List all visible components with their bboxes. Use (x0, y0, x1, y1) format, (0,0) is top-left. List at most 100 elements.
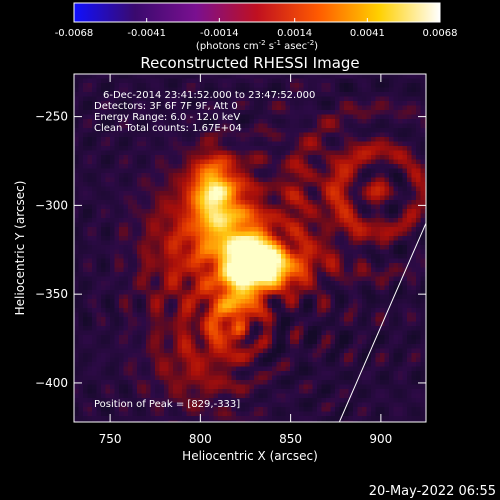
heatmap-cell (227, 249, 233, 255)
heatmap-cell (186, 416, 192, 422)
heatmap-cell (132, 411, 138, 417)
heatmap-cell (114, 159, 120, 165)
heatmap-cell (128, 308, 134, 314)
heatmap-cell (249, 173, 255, 179)
heatmap-cell (150, 123, 156, 129)
heatmap-cell (339, 290, 345, 296)
heatmap-cell (209, 258, 215, 264)
heatmap-cell (141, 227, 147, 233)
heatmap-cell (177, 213, 183, 219)
heatmap-cell (303, 123, 309, 129)
heatmap-cell (330, 317, 336, 323)
heatmap-cell (186, 182, 192, 188)
heatmap-cell (299, 110, 305, 116)
heatmap-cell (263, 290, 269, 296)
heatmap-cell (155, 420, 161, 422)
heatmap-cell (285, 285, 291, 291)
heatmap-cell (335, 204, 341, 210)
heatmap-cell (294, 335, 300, 341)
heatmap-cell (96, 177, 102, 183)
heatmap-cell (308, 195, 314, 201)
heatmap-cell (276, 398, 282, 404)
heatmap-cell (335, 119, 341, 125)
heatmap-cell (101, 240, 107, 246)
heatmap-cell (317, 164, 323, 170)
heatmap-cell (312, 258, 318, 264)
heatmap-cell (110, 272, 116, 278)
heatmap-cell (110, 339, 116, 345)
heatmap-cell (231, 308, 237, 314)
heatmap-cell (245, 83, 251, 89)
heatmap-cell (335, 128, 341, 134)
heatmap-cell (195, 389, 201, 395)
heatmap-cell (218, 128, 224, 134)
heatmap-cell (110, 209, 116, 215)
heatmap-cell (110, 87, 116, 93)
heatmap-cell (204, 227, 210, 233)
heatmap-cell (168, 326, 174, 332)
heatmap-cell (132, 150, 138, 156)
heatmap-cell (326, 285, 332, 291)
heatmap-cell (78, 74, 84, 80)
heatmap-cell (146, 276, 152, 282)
heatmap-cell (137, 191, 143, 197)
heatmap-cell (276, 92, 282, 98)
heatmap-cell (87, 281, 93, 287)
heatmap-cell (132, 222, 138, 228)
heatmap-cell (249, 362, 255, 368)
heatmap-cell (191, 393, 197, 399)
heatmap-cell (191, 204, 197, 210)
heatmap-cell (105, 83, 111, 89)
heatmap-cell (209, 128, 215, 134)
heatmap-cell (204, 182, 210, 188)
heatmap-cell (110, 312, 116, 318)
heatmap-cell (186, 245, 192, 251)
heatmap-cell (303, 317, 309, 323)
heatmap-cell (330, 294, 336, 300)
heatmap-cell (294, 276, 300, 282)
heatmap-cell (263, 227, 269, 233)
heatmap-cell (141, 420, 147, 422)
heatmap-cell (272, 159, 278, 165)
heatmap-cell (263, 276, 269, 282)
heatmap-cell (204, 285, 210, 291)
heatmap-cell (231, 177, 237, 183)
heatmap-cell (272, 321, 278, 327)
heatmap-cell (254, 272, 260, 278)
heatmap-cell (173, 294, 179, 300)
heatmap-cell (110, 164, 116, 170)
heatmap-cell (335, 213, 341, 219)
heatmap-cell (204, 398, 210, 404)
heatmap-cell (254, 303, 260, 309)
heatmap-cell (218, 195, 224, 201)
heatmap-cell (285, 74, 291, 80)
heatmap-cell (213, 128, 219, 134)
heatmap-cell (317, 218, 323, 224)
heatmap-cell (87, 213, 93, 219)
heatmap-cell (92, 213, 98, 219)
heatmap-cell (258, 402, 264, 408)
heatmap-cell (132, 146, 138, 152)
heatmap-cell (159, 303, 165, 309)
heatmap-cell (276, 218, 282, 224)
heatmap-cell (294, 407, 300, 413)
heatmap-cell (105, 150, 111, 156)
heatmap-cell (114, 204, 120, 210)
heatmap-cell (173, 420, 179, 422)
heatmap-cell (150, 416, 156, 422)
heatmap-cell (326, 263, 332, 269)
heatmap-cell (200, 105, 206, 111)
heatmap-cell (303, 276, 309, 282)
heatmap-cell (195, 101, 201, 107)
heatmap-cell (222, 191, 228, 197)
heatmap-cell (168, 294, 174, 300)
heatmap-cell (191, 182, 197, 188)
heatmap-cell (263, 222, 269, 228)
heatmap-cell (353, 191, 359, 197)
heatmap-cell (263, 74, 269, 80)
heatmap-cell (132, 276, 138, 282)
heatmap-cell (353, 353, 359, 359)
heatmap-cell (92, 186, 98, 192)
heatmap-cell (123, 348, 129, 354)
heatmap-cell (231, 74, 237, 80)
